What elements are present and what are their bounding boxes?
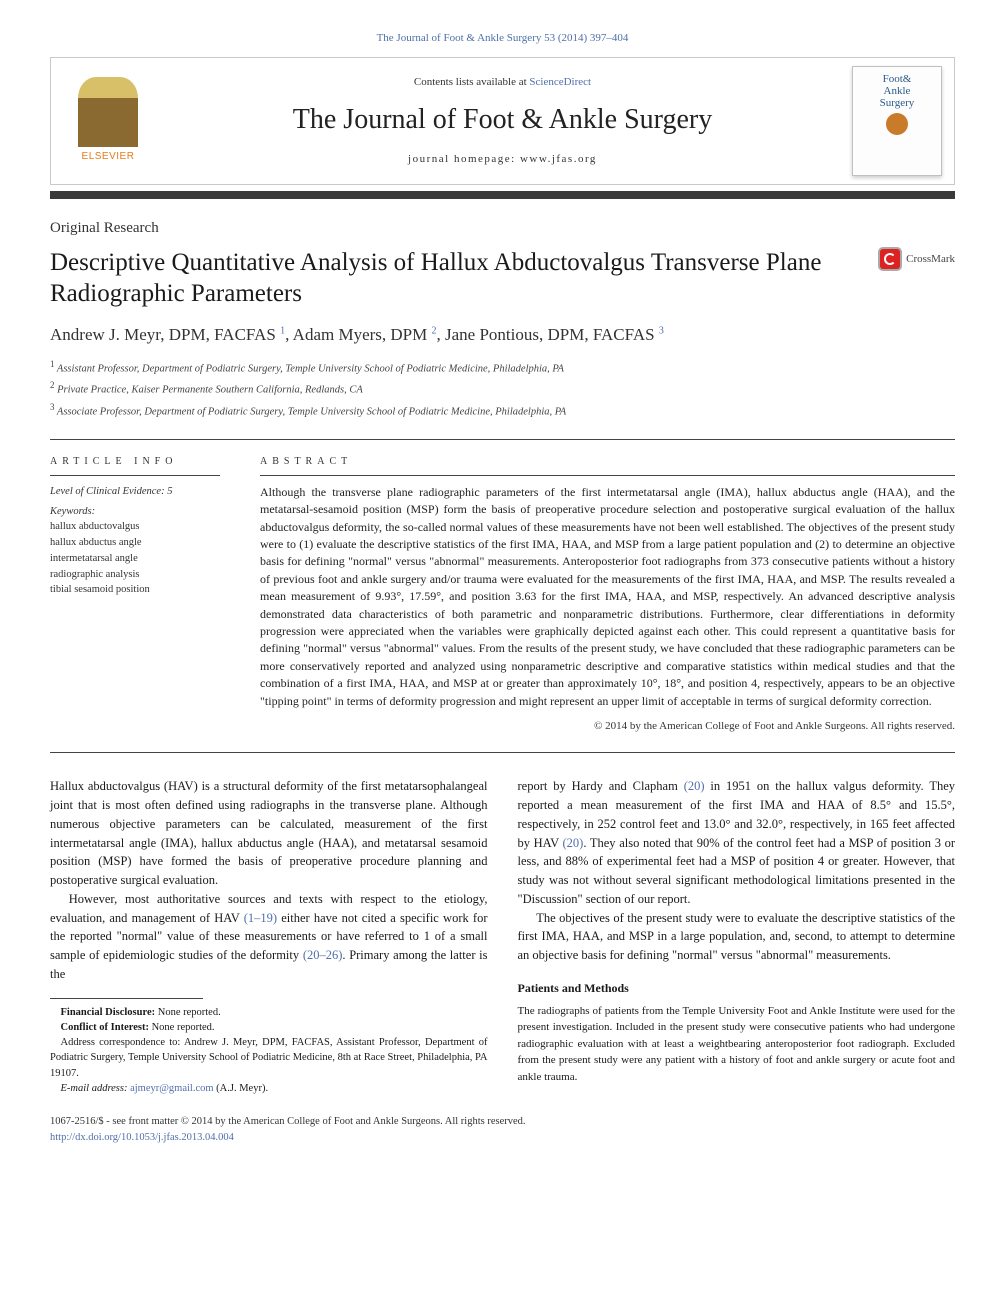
methods-heading: Patients and Methods bbox=[518, 979, 956, 997]
ref-link[interactable]: (1–19) bbox=[244, 911, 277, 925]
ref-link[interactable]: (20) bbox=[684, 779, 705, 793]
elsevier-tree-icon bbox=[78, 77, 138, 147]
methods-p: The radiographs of patients from the Tem… bbox=[518, 1003, 956, 1086]
cover-title: Foot& Ankle Surgery bbox=[880, 73, 915, 109]
keyword: intermetatarsal angle bbox=[50, 551, 220, 567]
keyword: hallux abductovalgus bbox=[50, 519, 220, 535]
publisher-name: ELSEVIER bbox=[82, 149, 135, 164]
divider-bar bbox=[50, 191, 955, 199]
body-p1: Hallux abductovalgus (HAV) is a structur… bbox=[50, 777, 488, 890]
info-abstract-row: article info Level of Clinical Evidence:… bbox=[50, 439, 955, 754]
ref-link[interactable]: (20–26) bbox=[303, 948, 343, 962]
footnote-financial: Financial Disclosure: None reported. bbox=[50, 1005, 488, 1020]
footnote-email: E-mail address: ajmeyr@gmail.com (A.J. M… bbox=[50, 1081, 488, 1096]
authors: Andrew J. Meyr, DPM, FACFAS 1, Adam Myer… bbox=[50, 322, 955, 348]
journal-cover-thumbnail[interactable]: Foot& Ankle Surgery bbox=[852, 66, 942, 176]
ref-link[interactable]: (20) bbox=[563, 836, 584, 850]
abstract-copyright: © 2014 by the American College of Foot a… bbox=[260, 718, 955, 735]
abstract-text: Although the transverse plane radiograph… bbox=[260, 484, 955, 710]
keyword: tibial sesamoid position bbox=[50, 582, 220, 598]
footnote-conflict: Conflict of Interest: None reported. bbox=[50, 1020, 488, 1035]
footnote-correspondence: Address correspondence to: Andrew J. Mey… bbox=[50, 1035, 488, 1081]
keyword: radiographic analysis bbox=[50, 567, 220, 583]
article-type: Original Research bbox=[50, 217, 955, 240]
keywords-label: Keywords: bbox=[50, 504, 220, 520]
body-p4: The objectives of the present study were… bbox=[518, 909, 956, 965]
affiliation-line: 3 Associate Professor, Department of Pod… bbox=[50, 400, 955, 421]
body-p3: report by Hardy and Clapham (20) in 1951… bbox=[518, 777, 956, 908]
publisher-logo[interactable]: ELSEVIER bbox=[63, 71, 153, 171]
journal-name: The Journal of Foot & Ankle Surgery bbox=[153, 99, 852, 141]
crossmark-label: CrossMark bbox=[906, 251, 955, 268]
keyword-list: hallux abductovalgushallux abductus angl… bbox=[50, 519, 220, 598]
affiliation-line: 2 Private Practice, Kaiser Permanente So… bbox=[50, 378, 955, 399]
abstract-heading: abstract bbox=[260, 454, 955, 476]
evidence-level: Level of Clinical Evidence: 5 bbox=[50, 484, 220, 500]
contents-prefix: Contents lists available at bbox=[414, 76, 529, 88]
journal-homepage[interactable]: journal homepage: www.jfas.org bbox=[153, 151, 852, 168]
journal-citation-link[interactable]: The Journal of Foot & Ankle Surgery 53 (… bbox=[50, 30, 955, 47]
keyword: hallux abductus angle bbox=[50, 535, 220, 551]
article-info: article info Level of Clinical Evidence:… bbox=[50, 454, 240, 735]
sciencedirect-link[interactable]: ScienceDirect bbox=[529, 76, 591, 88]
body-p2: However, most authoritative sources and … bbox=[50, 890, 488, 984]
affiliation-line: 1 Assistant Professor, Department of Pod… bbox=[50, 357, 955, 378]
contents-line: Contents lists available at ScienceDirec… bbox=[153, 74, 852, 91]
footnote-rule bbox=[50, 998, 203, 999]
crossmark-badge[interactable]: CrossMark bbox=[878, 247, 955, 271]
journal-header: ELSEVIER Contents lists available at Sci… bbox=[50, 57, 955, 185]
doi-link[interactable]: http://dx.doi.org/10.1053/j.jfas.2013.04… bbox=[50, 1132, 234, 1143]
header-center: Contents lists available at ScienceDirec… bbox=[153, 74, 852, 167]
cover-seal-icon bbox=[886, 113, 908, 135]
footnotes: Financial Disclosure: None reported. Con… bbox=[50, 1005, 488, 1096]
email-link[interactable]: ajmeyr@gmail.com bbox=[130, 1083, 213, 1094]
issn-line: 1067-2516/$ - see front matter © 2014 by… bbox=[50, 1114, 955, 1130]
article-title: Descriptive Quantitative Analysis of Hal… bbox=[50, 247, 878, 310]
article-body: Hallux abductovalgus (HAV) is a structur… bbox=[50, 777, 955, 1096]
abstract: abstract Although the transverse plane r… bbox=[240, 454, 955, 735]
crossmark-icon bbox=[878, 247, 902, 271]
article-info-heading: article info bbox=[50, 454, 220, 476]
affiliations: 1 Assistant Professor, Department of Pod… bbox=[50, 357, 955, 421]
bottom-matter: 1067-2516/$ - see front matter © 2014 by… bbox=[50, 1114, 955, 1146]
